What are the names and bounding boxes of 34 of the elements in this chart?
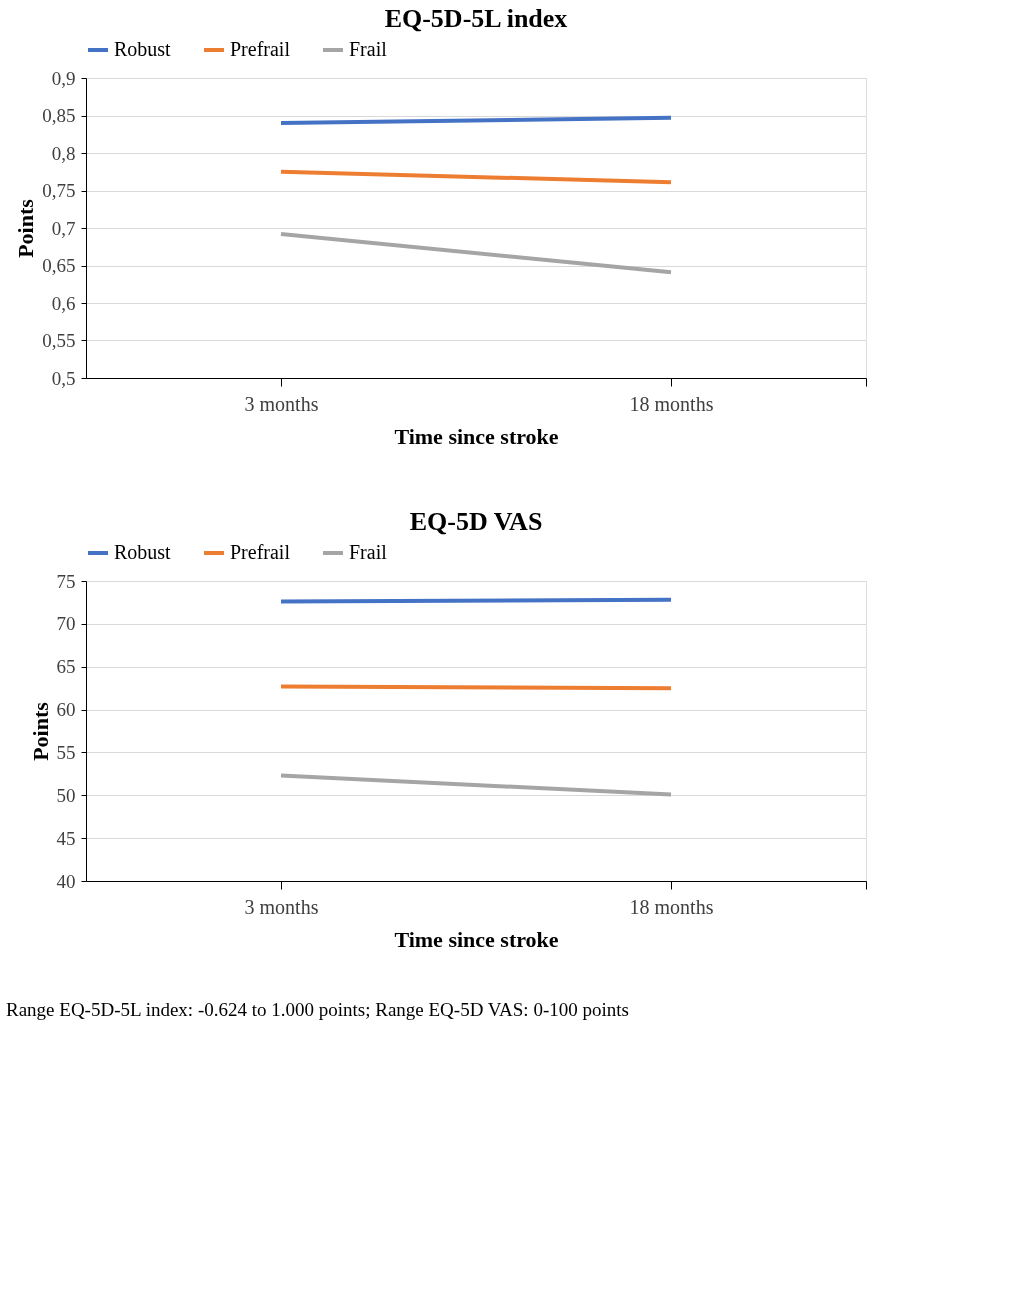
legend-label: Robust xyxy=(114,38,172,60)
legend-label: Prefrail xyxy=(230,541,291,563)
y-tick-label: 40 xyxy=(56,870,76,892)
y-tick-label: 0,85 xyxy=(42,105,76,126)
x-tick-label: 18 months xyxy=(629,895,714,918)
x-axis-title: Time since stroke xyxy=(394,423,559,449)
legend-label: Frail xyxy=(349,541,388,563)
y-tick-label: 0,5 xyxy=(51,367,76,389)
y-tick-label: 0,8 xyxy=(51,142,76,164)
y-tick-label: 65 xyxy=(56,656,76,678)
y-tick-label: 0,75 xyxy=(42,180,76,201)
y-tick-label: 75 xyxy=(56,570,76,592)
y-axis-title: Points xyxy=(27,701,53,761)
chart-title: EQ-5D-5L index xyxy=(384,4,568,33)
y-tick-label: 45 xyxy=(56,827,76,849)
y-tick-label: 70 xyxy=(56,613,76,635)
y-tick-label: 0,55 xyxy=(42,330,76,351)
x-tick-label: 3 months xyxy=(244,895,319,918)
chart-title: EQ-5D VAS xyxy=(409,507,543,536)
legend-label: Frail xyxy=(349,38,388,60)
x-tick-label: 3 months xyxy=(244,392,319,415)
y-tick-label: 50 xyxy=(56,784,76,806)
y-tick-label: 0,6 xyxy=(51,292,76,314)
x-tick-label: 18 months xyxy=(629,392,714,415)
legend-label: Prefrail xyxy=(230,38,291,60)
y-tick-label: 60 xyxy=(56,699,76,721)
y-tick-label: 0,9 xyxy=(51,67,76,89)
y-axis-title: Points xyxy=(13,198,39,258)
legend-label: Robust xyxy=(114,541,172,563)
y-tick-label: 55 xyxy=(56,741,76,763)
text: Range EQ-5D-5L index: -0.624 to 1.000 points; Range EQ-5D VAS: 0-100 points xyxy=(6,999,629,1020)
y-tick-label: 0,7 xyxy=(51,217,76,239)
y-tick-label: 0,65 xyxy=(42,255,76,276)
x-axis-title: Time since stroke xyxy=(394,926,559,952)
